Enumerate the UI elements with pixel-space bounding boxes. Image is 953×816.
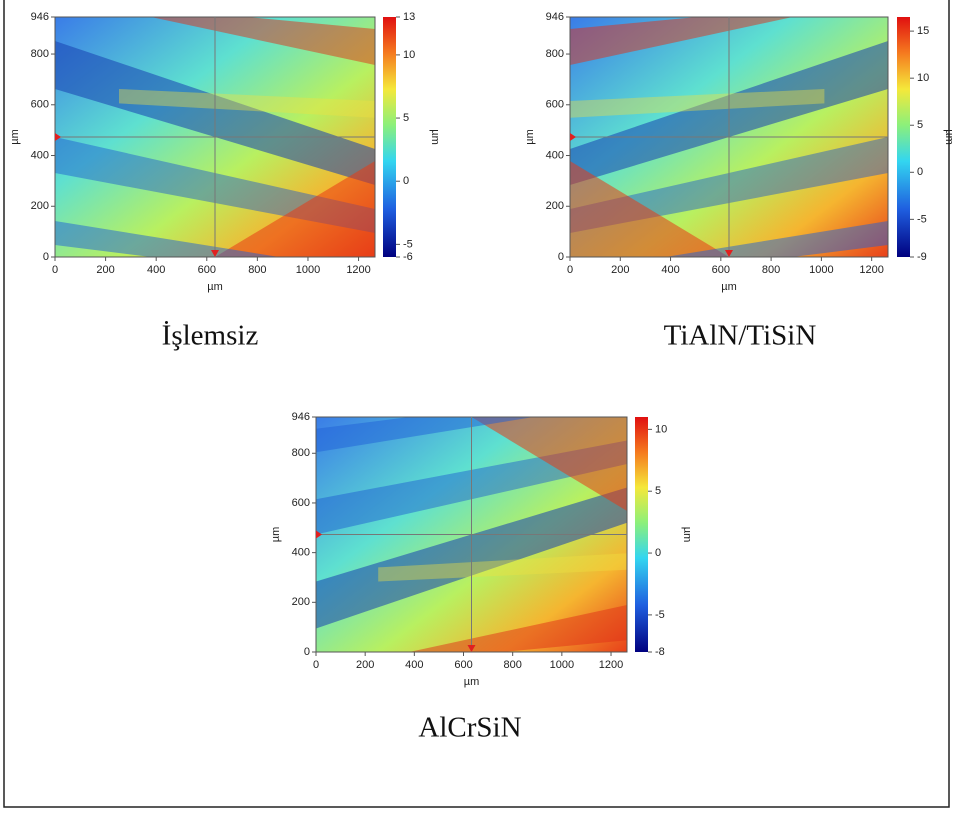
marker: [316, 530, 322, 539]
stripe: [316, 417, 534, 453]
x-tick-label: 1200: [859, 264, 883, 276]
panel: 0 200 400 600 800 1000 1200 0 200 400 600 800 946 µm µ…: [524, 11, 953, 352]
y-tick-label: 400: [546, 149, 564, 161]
stripe: [151, 17, 375, 65]
stripe: [570, 89, 825, 118]
y-tick-label: 800: [31, 48, 49, 60]
x-tick-label: 800: [504, 659, 522, 671]
x-tick-label: 600: [198, 264, 216, 276]
x-tick-label: 600: [454, 659, 472, 671]
y-tick-label: 200: [31, 200, 49, 212]
y-tick-label: 400: [31, 149, 49, 161]
colorbar-tick-label: 0: [917, 166, 923, 178]
y-tick-label: 200: [546, 200, 564, 212]
stripe: [409, 605, 627, 652]
y-tick-label: 946: [31, 11, 49, 23]
x-tick-label: 0: [567, 264, 573, 276]
x-tick-label: 800: [248, 264, 266, 276]
stripe: [570, 161, 729, 257]
x-tick-label: 800: [762, 264, 780, 276]
y-tick-label: 200: [292, 596, 310, 608]
colorbar: [897, 17, 910, 257]
colorbar-tick-label: 13: [403, 11, 415, 23]
colorbar-tick-label: 0: [655, 547, 661, 559]
colorbar-tick-label: 10: [655, 423, 667, 435]
colorbar-tick-label: -8: [655, 646, 665, 658]
y-tick-label: 946: [292, 411, 310, 423]
colorbar-tick-label: -5: [655, 609, 665, 621]
stripe: [55, 221, 279, 257]
colorbar: [383, 17, 396, 257]
x-tick-label: 1200: [599, 659, 623, 671]
x-tick-label: 0: [52, 264, 58, 276]
x-tick-label: 400: [405, 659, 423, 671]
y-tick-label: 946: [546, 11, 564, 23]
y-label: µm: [9, 129, 21, 145]
y-label: µm: [270, 527, 282, 543]
marker: [211, 250, 219, 257]
colorbar-tick-label: -6: [403, 251, 413, 263]
x-tick-label: 400: [661, 264, 679, 276]
stripe: [570, 17, 793, 65]
colorbar-label: µm: [943, 129, 953, 145]
colorbar-tick-label: 15: [917, 25, 929, 37]
stripe: [215, 161, 375, 257]
colorbar-tick-label: 0: [403, 175, 409, 187]
colorbar-tick-label: 10: [403, 49, 415, 61]
marker: [570, 133, 576, 141]
stripe: [665, 221, 888, 257]
x-tick-label: 600: [712, 264, 730, 276]
panel: 0 200 400 600 800 1000 1200 0 200 400 600 800 946 µm µ…: [9, 11, 441, 352]
y-label: µm: [524, 129, 536, 145]
x-tick-label: 200: [96, 264, 114, 276]
marker: [725, 250, 733, 257]
marker: [55, 133, 61, 141]
y-tick-label: 600: [31, 99, 49, 111]
panel: 0 200 400 600 800 1000 1200 0 200 400 600 800 946 µm µ…: [270, 411, 693, 744]
x-tick-label: 400: [147, 264, 165, 276]
y-tick-label: 0: [43, 251, 49, 263]
y-tick-label: 800: [292, 447, 310, 459]
colorbar-tick-label: 10: [917, 72, 929, 84]
frame: [3, 0, 950, 808]
x-tick-label: 200: [611, 264, 629, 276]
colorbar: [635, 417, 648, 652]
x-tick-label: 1000: [809, 264, 833, 276]
colorbar-tick-label: -5: [917, 213, 927, 225]
x-label: µm: [464, 676, 480, 688]
colorbar-tick-label: -5: [403, 238, 413, 250]
y-tick-label: 600: [546, 99, 564, 111]
colorbar-label: µm: [681, 527, 693, 543]
stripe: [378, 553, 627, 582]
colorbar-tick-label: 5: [655, 485, 661, 497]
colorbar-tick-label: 5: [403, 112, 409, 124]
caption: TiAlN/TiSiN: [664, 320, 817, 352]
caption: AlCrSiN: [418, 712, 521, 744]
colorbar-label: µm: [429, 129, 441, 145]
x-label: µm: [721, 281, 737, 293]
x-tick-label: 1000: [296, 264, 320, 276]
x-tick-label: 1000: [550, 659, 574, 671]
colorbar-tick-label: 5: [917, 119, 923, 131]
stripe: [471, 417, 627, 511]
colorbar-tick-label: -9: [917, 251, 927, 263]
y-tick-label: 600: [292, 497, 310, 509]
y-tick-label: 400: [292, 547, 310, 559]
stripe: [119, 89, 375, 118]
y-tick-label: 800: [546, 48, 564, 60]
x-tick-label: 0: [313, 659, 319, 671]
y-tick-label: 0: [558, 251, 564, 263]
x-label: µm: [207, 281, 223, 293]
x-tick-label: 1200: [346, 264, 370, 276]
panels: 0 200 400 600 800 1000 12000200400600800946µmµ…: [9, 11, 953, 744]
caption: İşlemsiz: [162, 320, 259, 352]
marker: [467, 645, 476, 652]
x-tick-label: 200: [356, 659, 374, 671]
y-tick-label: 0: [304, 646, 310, 658]
